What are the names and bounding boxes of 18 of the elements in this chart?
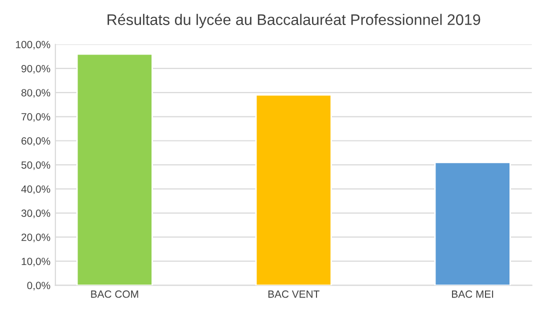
x-tick-label: BAC VENT: [268, 290, 320, 298]
y-tick-label: 40,0%: [21, 185, 50, 194]
y-tick-label: 70,0%: [22, 113, 50, 122]
y-tick-label: 0,0%: [27, 282, 50, 290]
y-tick-label: 50,0%: [21, 161, 50, 170]
bar: [76, 53, 153, 286]
x-tick-label: BAC COM: [91, 290, 138, 298]
y-tick-label: 10,0%: [22, 258, 50, 266]
chart-title: Résultats du lycée au Baccalauréat Professionnel 2019: [108, 14, 480, 28]
bar: [434, 162, 511, 286]
x-tick-label: BAC MEI: [452, 290, 494, 298]
y-tick-label: 100,0%: [16, 40, 50, 50]
y-tick-label: 80,0%: [21, 89, 50, 98]
y-tick-label: 60,0%: [22, 137, 50, 146]
y-tick-label: 20,0%: [22, 234, 50, 242]
y-tick-label: 30,0%: [21, 210, 50, 218]
bar: [255, 94, 332, 286]
y-tick-label: 90,0%: [21, 64, 50, 74]
